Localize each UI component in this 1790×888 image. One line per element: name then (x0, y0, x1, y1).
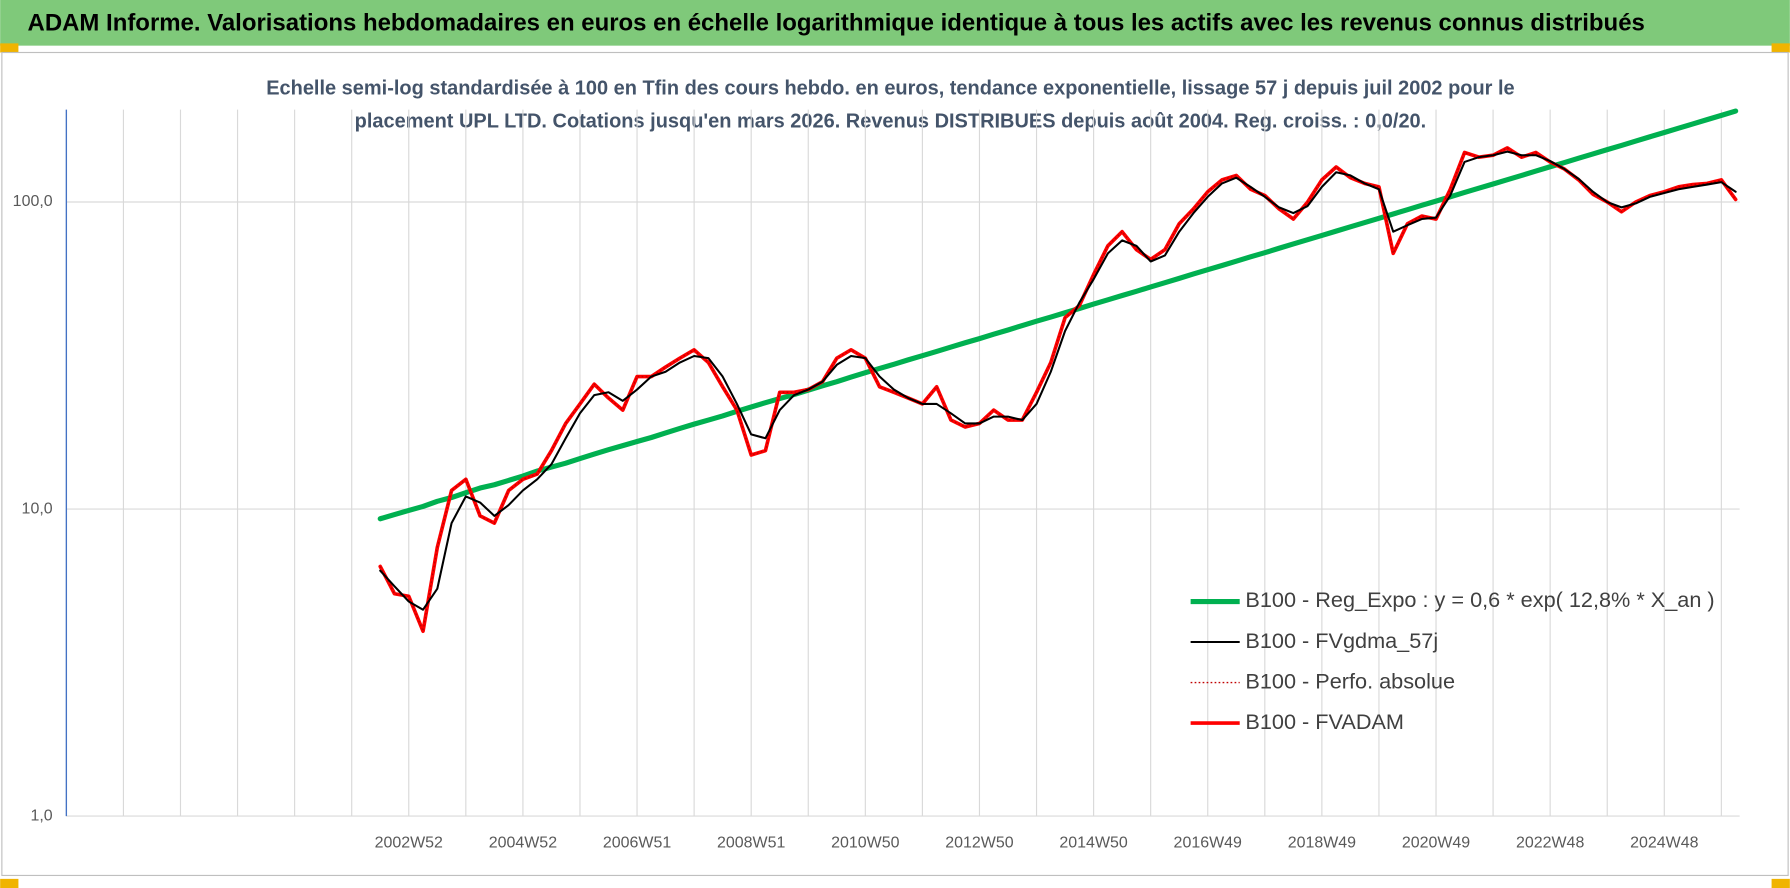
chart-subtitle: Echelle semi-log standardisée à 100 en T… (266, 77, 1514, 99)
x-tick-label: 2006W51 (603, 835, 671, 852)
x-tick-label: 2022W48 (1516, 835, 1584, 852)
chart-border (1, 51, 1789, 877)
y-tick-label: 100,0 (13, 193, 53, 210)
x-tick-label: 2008W51 (717, 835, 785, 852)
x-tick-label: 2024W48 (1630, 835, 1698, 852)
series-line (377, 108, 1739, 522)
x-tick-label: 2018W49 (1288, 835, 1356, 852)
legend: B100 - Reg_Expo : y = 0,6 * exp( 12,8% *… (1190, 587, 1715, 734)
x-tick-label: 2002W52 (375, 835, 443, 852)
y-tick-label: 10,0 (22, 500, 53, 517)
corner-mark (1771, 878, 1790, 888)
legend-label: B100 - FVgdma_57j (1245, 628, 1438, 653)
chart-title: ADAM Informe. Valorisations hebdomadaire… (28, 9, 1645, 36)
x-tick-label: 2020W49 (1402, 835, 1470, 852)
legend-label: B100 - Perfo. absolue (1245, 668, 1455, 693)
y-tick-label: 1,0 (30, 807, 52, 824)
legend-label: B100 - FVADAM (1245, 709, 1404, 734)
corner-mark (0, 878, 19, 888)
x-tick-label: 2004W52 (489, 835, 557, 852)
x-tick-label: 2010W50 (831, 835, 899, 852)
legend-label: B100 - Reg_Expo : y = 0,6 * exp( 12,8% *… (1245, 587, 1714, 612)
plot-area (377, 108, 1739, 634)
grid: 1,0 10,0 100,0 2002W52 2004W52 2006W51 2008W51… (13, 109, 1740, 852)
x-tick-label: 2016W49 (1174, 835, 1242, 852)
x-tick-label: 2014W50 (1059, 835, 1127, 852)
corner-mark (0, 43, 19, 53)
x-tick-label: 2012W50 (945, 835, 1013, 852)
corner-mark (1771, 43, 1790, 53)
header-band (0, 0, 1790, 46)
series-line (379, 147, 1737, 632)
series-line (379, 150, 1737, 611)
chart-subtitle: placement UPL LTD. Cotations jusqu'en ma… (355, 110, 1427, 132)
